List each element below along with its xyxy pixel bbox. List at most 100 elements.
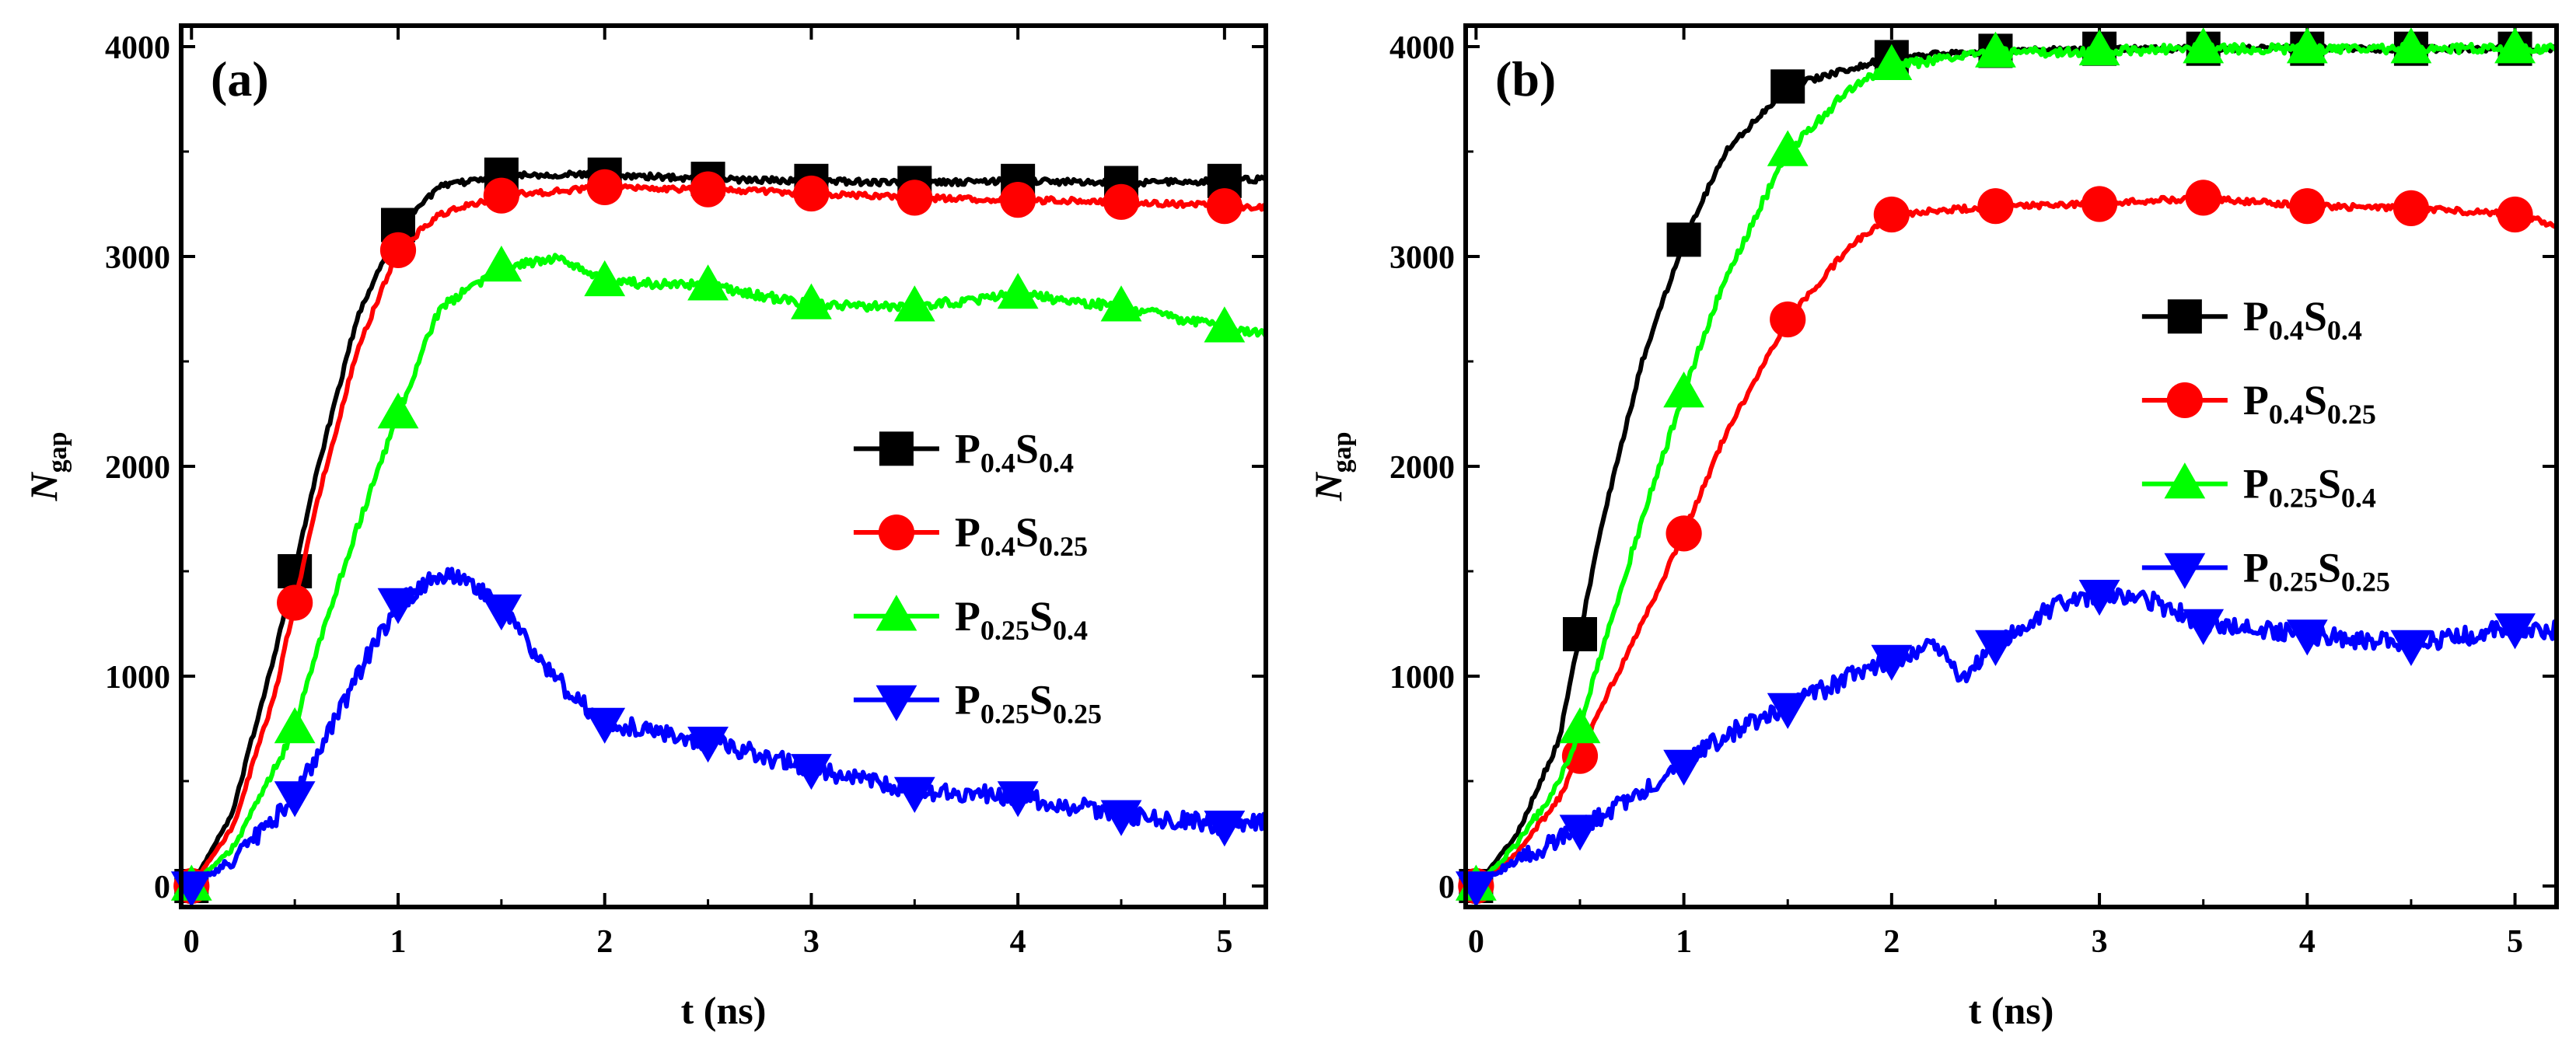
y-tick-label: 3000: [105, 240, 170, 276]
legend: P0.4S0.4 P0.4S0.25 P0.25S0.4 P0.25S0.25: [2141, 293, 2390, 597]
data-point: [1873, 196, 1910, 233]
data-point: [1562, 617, 1597, 651]
data-point: [584, 707, 626, 744]
y-tick-label: 3000: [1389, 240, 1455, 276]
legend-label: P0.4S0.25: [955, 509, 1088, 562]
y-tick-label: 0: [154, 870, 170, 905]
data-point: [1559, 815, 1601, 851]
series-line-3: [1474, 582, 2557, 888]
series-line-1: [189, 182, 1266, 888]
series-line-1: [1474, 194, 2557, 888]
data-point: [1103, 183, 1140, 220]
data-point: [893, 285, 935, 322]
data-point: [2081, 186, 2118, 222]
data-point: [897, 180, 933, 216]
data-point: [2497, 196, 2533, 233]
legend-marker: [2164, 462, 2206, 499]
data-point: [893, 776, 935, 813]
series-line-3: [190, 567, 1266, 888]
legend-label: P0.4S0.4: [955, 425, 1074, 478]
data-point: [586, 169, 623, 205]
x-axis-title: t (ns): [1969, 989, 2054, 1032]
data-point: [690, 171, 726, 208]
data-point: [1204, 306, 1246, 343]
y-tick-label: 1000: [1389, 660, 1455, 696]
data-point: [2494, 27, 2536, 64]
data-point: [2078, 29, 2120, 66]
data-point: [1100, 800, 1142, 836]
data-point: [2183, 27, 2225, 64]
plot-frame: [1463, 23, 2559, 909]
data-point: [277, 584, 313, 621]
legend-label: P0.25S0.4: [2243, 461, 2376, 514]
data-point: [791, 283, 832, 319]
legend-label: P0.25S0.4: [955, 593, 1088, 646]
panel-label: (b): [1495, 51, 1556, 106]
data-point: [483, 177, 519, 214]
x-tick-label: 5: [2507, 924, 2523, 960]
data-point: [1206, 188, 1243, 225]
x-tick-label: 0: [1468, 924, 1484, 960]
data-point: [997, 781, 1039, 818]
data-point: [793, 175, 830, 212]
legend-label: P0.4S0.4: [2243, 293, 2362, 346]
data-point: [1767, 130, 1809, 166]
y-tick-label: 1000: [105, 660, 170, 696]
data-point: [1204, 811, 1246, 847]
plot-frame: [179, 23, 1268, 909]
y-tick-label: 4000: [105, 30, 170, 66]
x-tick-label: 0: [184, 924, 200, 960]
data-point: [1871, 644, 1913, 681]
data-point: [2183, 609, 2225, 645]
legend-marker: [878, 514, 914, 551]
data-point: [2494, 613, 2536, 650]
x-axis-title: t (ns): [681, 989, 767, 1032]
x-tick-label: 1: [1676, 924, 1692, 960]
data-point: [1559, 707, 1601, 744]
data-point: [1561, 738, 1599, 774]
data-point: [2286, 27, 2328, 64]
legend-marker: [876, 685, 918, 722]
data-point: [584, 260, 626, 297]
data-point: [2289, 188, 2326, 225]
data-point: [791, 754, 832, 790]
y-tick-label: 2000: [1389, 450, 1455, 486]
data-point: [1663, 749, 1704, 786]
data-point: [2390, 630, 2432, 666]
x-tick-label: 3: [2092, 924, 2108, 960]
data-point: [1975, 31, 2016, 68]
y-axis-title: Ngap: [1306, 431, 1357, 501]
data-point: [481, 246, 523, 282]
legend-marker: [876, 595, 918, 631]
data-point: [2185, 180, 2221, 216]
data-point: [274, 707, 316, 744]
legend-marker: [2166, 382, 2203, 419]
data-point: [997, 273, 1039, 309]
data-point: [2390, 27, 2432, 64]
chart-panel-a: 0 1 2 3 4 5 0 1000 2000 3000 4000 (a) t (ns) Ngap P0.4…: [22, 23, 1268, 1032]
data-point: [1100, 285, 1142, 322]
data-point: [1767, 692, 1809, 729]
data-point: [687, 264, 729, 301]
y-tick-label: 4000: [1389, 30, 1455, 66]
data-point: [274, 781, 316, 818]
data-point: [2392, 190, 2430, 226]
y-tick-label: 0: [1438, 870, 1455, 905]
data-point: [1770, 69, 1805, 104]
data-point: [687, 727, 729, 763]
series-line-0: [189, 169, 1266, 888]
data-point: [377, 392, 419, 429]
legend-label: P0.4S0.25: [2243, 377, 2376, 430]
y-tick-label: 2000: [105, 450, 170, 486]
x-tick-label: 2: [596, 924, 613, 960]
legend-marker: [2164, 553, 2206, 589]
data-point: [1871, 44, 1913, 80]
data-point: [1663, 372, 1704, 408]
legend-label: P0.25S0.25: [2243, 544, 2390, 597]
x-tick-label: 1: [390, 924, 407, 960]
panel-label: (a): [211, 51, 269, 106]
legend-marker: [2167, 299, 2202, 334]
data-point: [1000, 182, 1036, 218]
legend-marker: [879, 431, 914, 466]
series-line-2: [190, 253, 1266, 888]
